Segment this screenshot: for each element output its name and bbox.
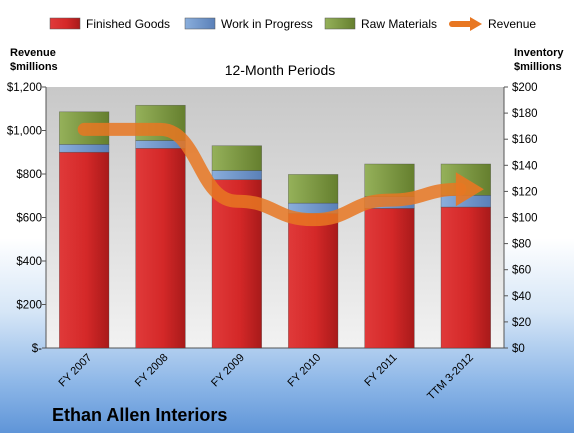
left-tick-label: $600 — [16, 213, 42, 225]
right-tick-label: $100 — [512, 213, 538, 225]
right-tick-label: $0 — [512, 343, 525, 355]
bar-raw-materials — [364, 163, 415, 197]
legend-label-1: Work in Progress — [221, 17, 313, 31]
legend-arrowhead-revenue — [470, 17, 482, 31]
revenue-line — [77, 122, 467, 227]
category-label: FY 2007 — [57, 352, 95, 390]
right-tick-label: $80 — [512, 239, 531, 251]
left-axis-title-line1: Revenue — [10, 47, 56, 59]
bar-work-in-progress — [211, 170, 262, 180]
right-tick-label: $140 — [512, 160, 538, 172]
category-label: FY 2010 — [286, 352, 324, 390]
category-label: FY 2009 — [209, 352, 247, 390]
left-tick-label: $800 — [16, 169, 42, 181]
category-label: FY 2011 — [362, 352, 399, 389]
bar-finished-goods — [440, 206, 491, 349]
bar-finished-goods — [288, 213, 339, 349]
left-axis: $- $200 $400 $600 $800 $1,000 $1,200 — [7, 82, 47, 355]
bars — [59, 104, 491, 349]
company-title: Ethan Allen Interiors — [52, 405, 227, 425]
category-label: FY 2008 — [133, 352, 171, 390]
right-axis-title-line2: $millions — [514, 61, 562, 73]
left-tick-label: $1,000 — [7, 126, 42, 138]
right-tick-label: $160 — [512, 134, 538, 146]
legend-swatch-1 — [184, 17, 216, 30]
right-axis: $0 $20 $40 $60 $80 $100 $120 $140 $160 $180 $200 — [46, 82, 538, 355]
bar-work-in-progress — [59, 144, 110, 153]
chart-subtitle: 12-Month Periods — [225, 62, 336, 78]
bar-finished-goods — [364, 208, 415, 349]
legend-label-revenue: Revenue — [488, 17, 536, 31]
left-tick-label: $200 — [16, 300, 42, 312]
legend-label-2: Raw Materials — [361, 17, 437, 31]
legend-swatch-2 — [324, 17, 356, 30]
right-tick-label: $120 — [512, 186, 538, 198]
right-tick-label: $200 — [512, 82, 538, 94]
legend-label-0: Finished Goods — [86, 17, 170, 31]
left-tick-label: $400 — [16, 256, 42, 268]
right-axis-title-line1: Inventory — [514, 47, 564, 59]
revenue-arrowhead — [455, 172, 484, 207]
revenue-series — [77, 122, 484, 227]
category-label: TTM 3-2012 — [425, 352, 476, 403]
left-axis-title-line2: $millions — [10, 61, 58, 73]
category-axis: FY 2007 FY 2008 FY 2009 FY 2010 FY 2011 TTM 3… — [57, 352, 476, 403]
right-tick-label: $60 — [512, 265, 531, 277]
right-tick-label: $40 — [512, 291, 531, 303]
legend: Finished Goods Work in Progress Raw Materi… — [49, 17, 536, 31]
bar-raw-materials — [288, 174, 339, 204]
bar-finished-goods — [135, 148, 186, 349]
bar-raw-materials — [211, 145, 262, 171]
right-tick-label: $180 — [512, 108, 538, 120]
legend-swatch-0 — [49, 17, 81, 30]
bar-finished-goods — [59, 151, 110, 349]
left-tick-label: $1,200 — [7, 82, 42, 94]
left-tick-label: $- — [32, 343, 42, 355]
right-tick-label: $20 — [512, 317, 531, 329]
